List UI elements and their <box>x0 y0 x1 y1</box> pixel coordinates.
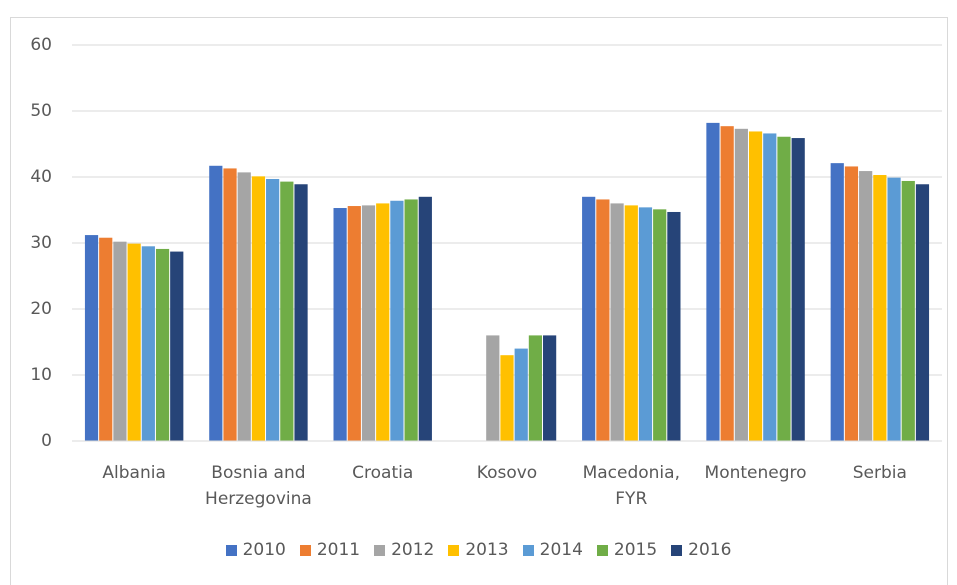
bar <box>763 133 777 441</box>
legend-swatch <box>671 544 683 556</box>
bar <box>404 199 418 441</box>
bar <box>333 208 347 441</box>
legend-label: 2011 <box>316 540 361 560</box>
bar <box>84 235 99 441</box>
legend-swatch <box>299 544 311 556</box>
x-tick-label: Albania <box>102 463 166 483</box>
bar <box>376 203 390 441</box>
x-tick-label: Macedonia, FYR <box>582 463 680 509</box>
bar <box>859 171 873 441</box>
bar <box>170 251 184 441</box>
bar <box>653 209 667 441</box>
bar <box>791 138 805 441</box>
x-tick-label: Kosovo <box>476 463 538 483</box>
bar <box>830 163 844 441</box>
bar <box>748 131 763 441</box>
bar <box>610 203 624 441</box>
legend-label: 2015 <box>613 540 658 560</box>
bar <box>237 172 251 441</box>
bar <box>361 205 376 441</box>
legend-label: 2014 <box>539 540 583 560</box>
legend-item: 2016 <box>671 540 731 560</box>
bar <box>777 136 791 442</box>
y-tick-label: 60 <box>30 35 52 55</box>
legend-item: 2011 <box>299 540 361 560</box>
legend-swatch <box>374 544 386 556</box>
bar <box>223 168 237 442</box>
bar <box>141 246 155 441</box>
y-tick-label: 20 <box>30 299 52 319</box>
legend-swatch <box>448 544 460 556</box>
legend-swatch <box>596 544 608 556</box>
legend-label: 2010 <box>242 540 286 560</box>
bar <box>638 207 653 441</box>
bar <box>887 177 901 441</box>
bar <box>127 243 141 441</box>
y-tick-label: 0 <box>41 431 52 451</box>
bar <box>390 200 404 441</box>
bar <box>418 196 432 441</box>
bar <box>624 205 638 441</box>
bar <box>486 335 500 441</box>
y-tick-label: 10 <box>30 365 52 385</box>
bar <box>596 199 610 441</box>
legend-item: 2015 <box>596 540 658 560</box>
bar <box>99 237 113 441</box>
y-tick-label: 30 <box>30 233 52 253</box>
legend: 2010 2011 2012 2013 2014 2015 2016 <box>0 540 957 560</box>
bar <box>251 176 266 441</box>
bar <box>844 166 859 441</box>
bar <box>155 248 170 441</box>
x-tick-label: Croatia <box>352 463 414 483</box>
x-tick-label: Serbia <box>852 463 907 483</box>
bar <box>582 196 596 441</box>
legend-swatch <box>522 544 534 556</box>
y-tick-label: 50 <box>30 101 52 121</box>
bar <box>514 348 528 441</box>
legend-item: 2012 <box>374 540 434 560</box>
legend-label: 2013 <box>465 540 509 560</box>
legend-label: 2016 <box>688 540 732 560</box>
bar <box>873 175 887 441</box>
bar <box>500 355 514 441</box>
legend-swatch <box>225 544 237 556</box>
x-tick-label: Montenegro <box>704 463 807 483</box>
legend-item: 2010 <box>225 540 286 560</box>
bar <box>543 335 557 441</box>
legend-item: 2014 <box>522 540 583 560</box>
bar <box>734 128 748 441</box>
bar <box>528 335 543 441</box>
bar <box>266 178 280 442</box>
bar <box>280 181 294 441</box>
bar <box>347 206 361 441</box>
bar <box>294 184 308 441</box>
bar <box>901 180 915 441</box>
bar <box>113 241 127 441</box>
bar <box>915 184 930 441</box>
bar <box>706 122 720 441</box>
y-tick-label: 40 <box>30 167 52 187</box>
chart-frame <box>10 17 948 585</box>
bar <box>667 211 681 441</box>
legend-item: 2013 <box>448 540 509 560</box>
legend-label: 2012 <box>391 540 435 560</box>
bar <box>209 165 223 441</box>
x-tick-label: Bosnia and Herzegovina <box>205 463 312 509</box>
bar <box>720 126 734 442</box>
